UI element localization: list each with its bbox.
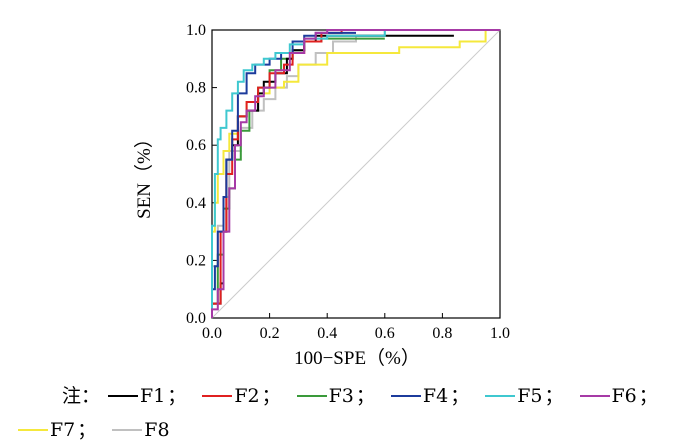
legend-label: F5 [517, 385, 543, 407]
x-axis-label: 100−SPE（%） [294, 347, 420, 369]
legend-swatch [390, 395, 421, 397]
y-tick-label: 0.6 [186, 137, 206, 154]
legend-item-f8: F8 [112, 412, 170, 448]
legend-label: F6 [611, 385, 637, 407]
x-tick-label: 0.2 [260, 325, 280, 342]
legend-separator: ； [450, 385, 470, 407]
legend-swatch [108, 395, 139, 397]
axes: 0.0 0.2 0.4 0.6 0.8 1.0 0.0 0.2 0.4 0.6 0.8 1.0 [186, 22, 510, 342]
series-line-f1 [211, 34, 454, 318]
y-tick-label: 1.0 [186, 22, 206, 39]
x-tick-label: 0.0 [202, 325, 222, 342]
y-tick-label: 0.0 [186, 310, 206, 327]
legend-item-f1: F1； [108, 378, 196, 414]
legend-swatch [18, 429, 48, 431]
legend-row: 注： F1； F2； F3； F4； F5； F6； [62, 378, 674, 414]
legend-note-label: 注： [62, 385, 101, 407]
legend-separator: ； [638, 385, 658, 407]
x-tick-label: 0.8 [432, 325, 452, 342]
y-tick-label: 0.8 [186, 80, 206, 97]
legend-item-f6: F6； [579, 378, 668, 414]
y-tick-label: 0.2 [186, 252, 206, 269]
legend-label: F2 [234, 385, 260, 407]
y-axis-label: SEN（%） [133, 129, 155, 219]
series-line-f6 [211, 29, 500, 318]
legend-item-f4: F4； [390, 378, 479, 414]
legend-row: F7； F8 [18, 412, 176, 448]
legend-label: F4 [422, 385, 449, 407]
legend-item-f2: F2； [202, 378, 290, 414]
y-tick-label: 0.4 [186, 195, 206, 212]
x-tick-label: 0.6 [375, 325, 395, 342]
legend-swatch [485, 395, 516, 397]
roc-chart: 0.0 0.2 0.4 0.6 0.8 1.0 0.0 0.2 0.4 0.6 0.8 1.0 100… [133, 22, 510, 369]
series-line-f4 [211, 31, 356, 318]
legend-label: F7 [50, 419, 76, 441]
legend-item-f3: F3； [296, 378, 385, 414]
x-tick-label: 0.4 [317, 325, 337, 342]
x-tick-label: 1.0 [490, 325, 510, 342]
series-group [211, 29, 501, 319]
legend-separator: ； [355, 385, 375, 407]
legend-swatch [202, 395, 233, 397]
legend-swatch [296, 395, 327, 397]
legend-item-f7: F7； [18, 412, 106, 448]
legend-separator: ； [77, 419, 97, 441]
legend-label: F8 [144, 419, 170, 441]
legend-separator: ； [261, 385, 281, 407]
legend-item-f5: F5； [485, 378, 573, 414]
legend-swatch [112, 429, 143, 431]
reference-diagonal-line [211, 29, 501, 319]
series-line-f2 [211, 29, 500, 318]
legend-swatch [579, 395, 610, 397]
legend-label: F3 [328, 385, 354, 407]
legend-separator: ； [167, 385, 187, 407]
legend-separator: ； [544, 385, 564, 407]
legend-label: F1 [140, 385, 166, 407]
